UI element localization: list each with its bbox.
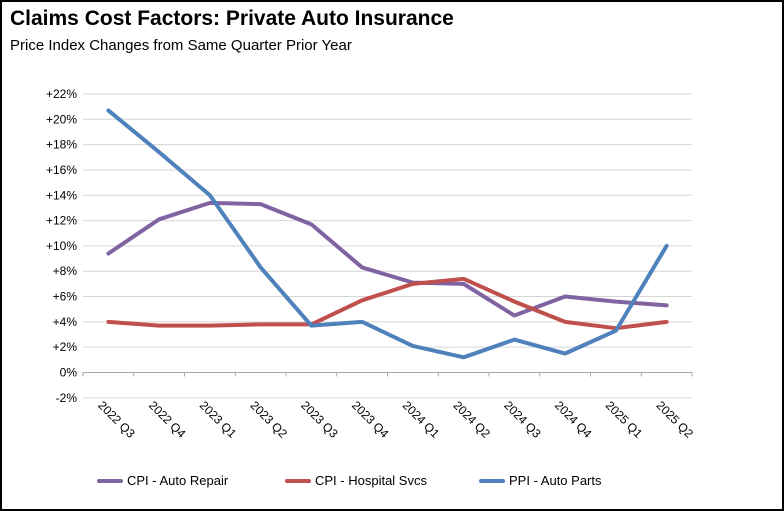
legend-label: CPI - Auto Repair bbox=[127, 473, 229, 488]
legend-item-2: CPI - Hospital Svcs bbox=[285, 473, 427, 488]
series-line-cpi-hospital-svcs bbox=[106, 276, 669, 331]
y-axis-tick-label: +22% bbox=[46, 87, 77, 101]
legend-line-swatch bbox=[97, 478, 123, 483]
y-axis-tick-label: +14% bbox=[46, 188, 77, 202]
x-axis-tick-label: 2023 Q2 bbox=[248, 398, 291, 441]
y-axis-tick-label: +2% bbox=[53, 340, 78, 354]
legend-item-3: PPI - Auto Parts bbox=[479, 473, 602, 488]
x-axis-tick-label: 2023 Q4 bbox=[349, 398, 392, 441]
series-line-cpi-auto-repair bbox=[106, 200, 669, 318]
chart-title: Claims Cost Factors: Private Auto Insura… bbox=[10, 7, 454, 30]
y-axis-tick-label: +4% bbox=[53, 315, 78, 329]
legend-item-1: CPI - Auto Repair bbox=[97, 473, 228, 488]
y-axis-tick-label: +10% bbox=[46, 239, 77, 253]
x-axis-tick-label: 2022 Q4 bbox=[146, 398, 189, 441]
x-axis-tick-label: 2024 Q1 bbox=[400, 398, 443, 441]
x-axis-tick-label: 2024 Q4 bbox=[552, 398, 595, 441]
x-axis-tick-label: 2025 Q2 bbox=[654, 398, 697, 441]
legend-label: PPI - Auto Parts bbox=[509, 473, 602, 488]
x-axis-tick-label: 2024 Q2 bbox=[451, 398, 494, 441]
x-axis-tick-label: 2024 Q3 bbox=[501, 398, 544, 441]
x-axis-tick-label: 2023 Q3 bbox=[298, 398, 341, 441]
y-axis-tick-label: +16% bbox=[46, 163, 77, 177]
legend-label: CPI - Hospital Svcs bbox=[315, 473, 427, 488]
y-axis-tick-label: 0% bbox=[60, 366, 78, 380]
y-axis-tick-label: +18% bbox=[46, 138, 77, 152]
y-axis-tick-label: +12% bbox=[46, 214, 77, 228]
x-axis-tick-label: 2025 Q1 bbox=[603, 398, 646, 441]
x-axis-tick-label: 2022 Q3 bbox=[95, 398, 138, 441]
legend-line-swatch bbox=[479, 478, 505, 483]
y-axis-tick-label: -2% bbox=[56, 391, 78, 405]
y-axis-tick-label: +20% bbox=[46, 112, 77, 126]
series-line-ppi-auto-parts bbox=[106, 108, 669, 360]
y-axis-tick-label: +8% bbox=[53, 264, 78, 278]
chart-subtitle: Price Index Changes from Same Quarter Pr… bbox=[10, 37, 352, 54]
x-axis-tick-label: 2023 Q1 bbox=[197, 398, 240, 441]
y-axis-tick-label: +6% bbox=[53, 290, 78, 304]
legend-line-swatch bbox=[285, 478, 311, 483]
